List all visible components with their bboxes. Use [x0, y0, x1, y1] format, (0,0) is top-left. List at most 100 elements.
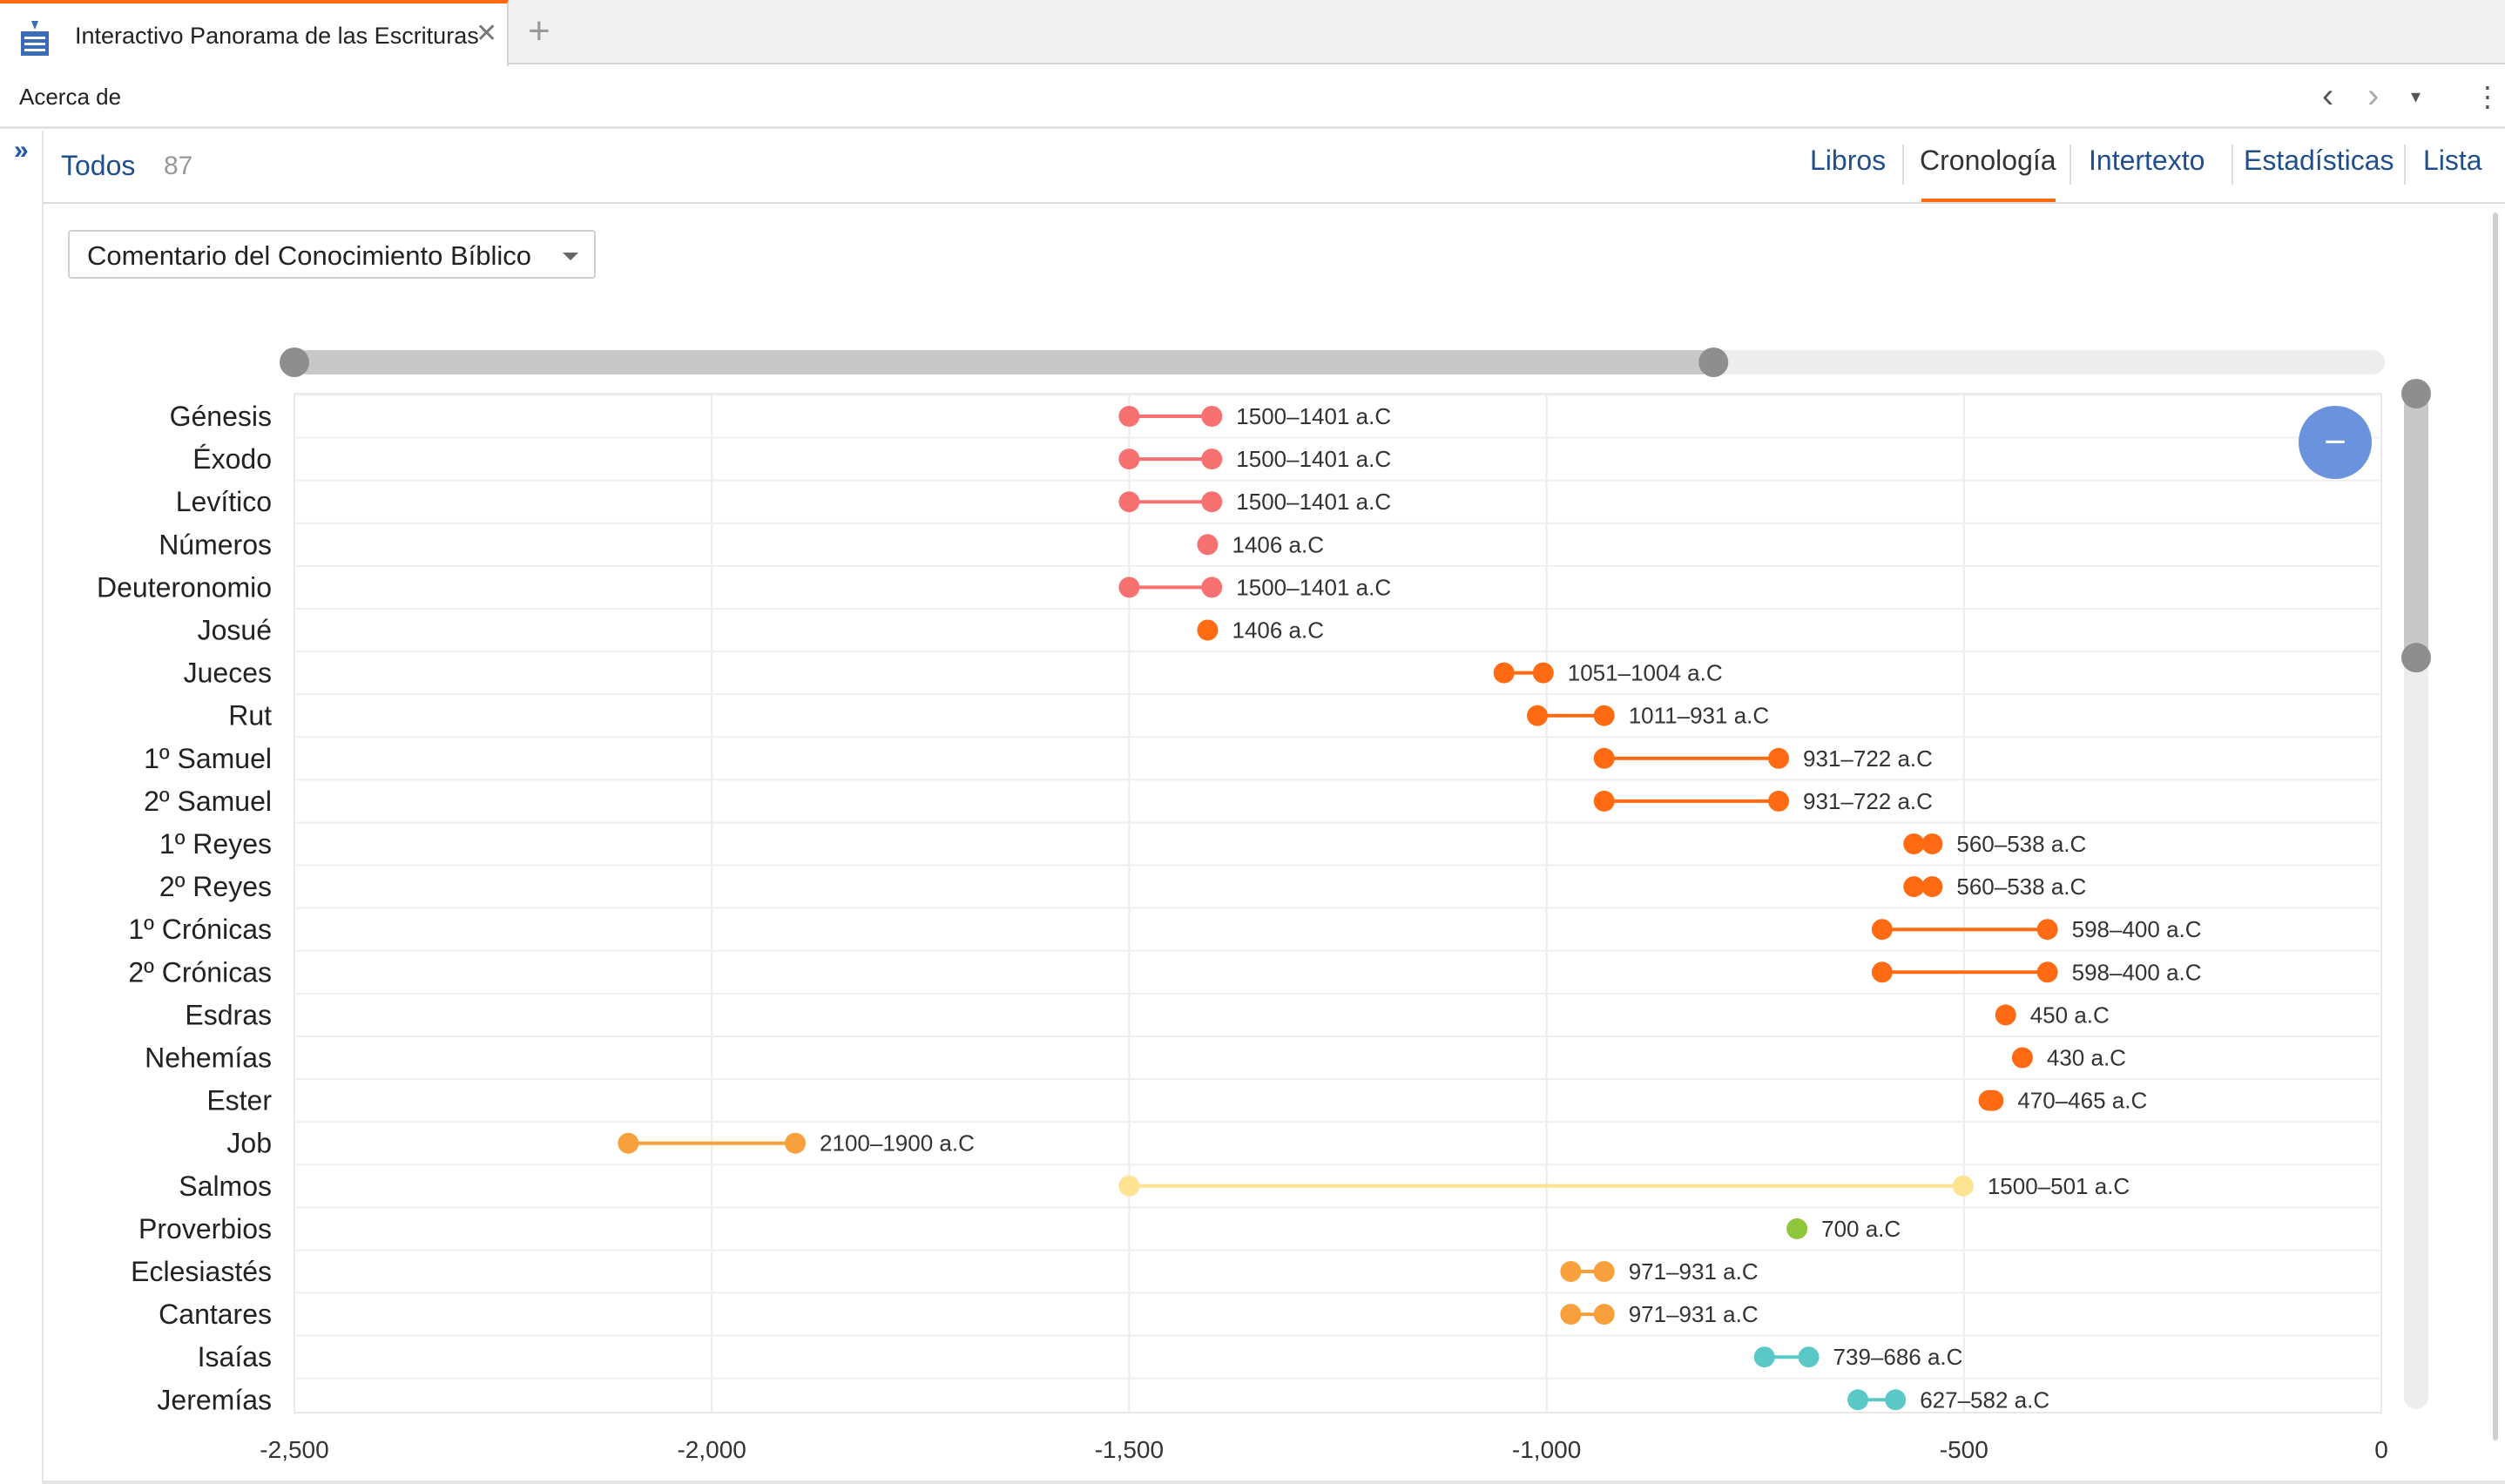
- vertical-scroll-selection[interactable]: [2404, 394, 2428, 658]
- history-dropdown-icon[interactable]: ▾: [2411, 85, 2421, 107]
- range-slider-selection[interactable]: [294, 350, 1714, 374]
- timeline-row[interactable]: Éxodo 1500–1401 a.C: [192, 443, 1391, 475]
- timeline-row[interactable]: Levítico 1500–1401 a.C: [176, 486, 1391, 517]
- range-end-point[interactable]: [785, 1132, 807, 1154]
- bottom-border: [44, 1481, 2505, 1484]
- timeline-row[interactable]: 1º Samuel 931–722 a.C: [144, 743, 1933, 774]
- range-start-point[interactable]: [1118, 1175, 1140, 1197]
- range-end-point[interactable]: [1921, 833, 1943, 854]
- date-point[interactable]: [1786, 1218, 1808, 1239]
- resource-select[interactable]: Comentario del Conocimiento Bíblico: [68, 230, 596, 279]
- chevron-left-icon[interactable]: ‹: [2322, 77, 2334, 115]
- range-start-point[interactable]: [1527, 705, 1549, 726]
- about-link[interactable]: Acerca de: [19, 84, 122, 110]
- page-scrollbar[interactable]: [2493, 212, 2498, 1440]
- range-end-point[interactable]: [1593, 705, 1615, 726]
- book-label: Números: [159, 529, 272, 560]
- range-end-point[interactable]: [1952, 1175, 1974, 1197]
- timeline-row[interactable]: Esdras 450 a.C: [185, 999, 2109, 1030]
- timeline-row[interactable]: 2º Crónicas 598–400 a.C: [128, 956, 2201, 988]
- tab-libros[interactable]: Libros: [1810, 145, 1887, 176]
- close-tab-icon[interactable]: ✕: [476, 19, 498, 48]
- range-start-point[interactable]: [1871, 919, 1893, 941]
- new-tab-icon[interactable]: +: [528, 10, 550, 52]
- x-tick-label: -2,000: [677, 1436, 746, 1463]
- range-end-point[interactable]: [2036, 961, 2058, 983]
- range-end-point[interactable]: [1982, 1089, 2004, 1111]
- timeline-row[interactable]: Proverbios 700 a.C: [138, 1213, 1901, 1245]
- timeline-row[interactable]: Job 2100–1900 a.C: [226, 1128, 974, 1159]
- range-start-point[interactable]: [1560, 1261, 1582, 1282]
- range-end-point[interactable]: [1885, 1389, 1907, 1411]
- timeline-row[interactable]: Isaías 739–686 a.C: [198, 1341, 1963, 1373]
- chevron-right-icon[interactable]: ›: [2367, 77, 2380, 115]
- tab-lista[interactable]: Lista: [2423, 145, 2482, 176]
- timeline-row[interactable]: Jueces 1051–1004 a.C: [184, 658, 1723, 689]
- timeline-row[interactable]: Deuteronomio 1500–1401 a.C: [97, 571, 1391, 603]
- range-start-point[interactable]: [1903, 876, 1925, 898]
- range-end-point[interactable]: [1768, 747, 1790, 769]
- range-start-point[interactable]: [1753, 1346, 1775, 1368]
- range-start-point[interactable]: [618, 1132, 639, 1154]
- filter-count: 87: [164, 152, 193, 180]
- range-start-point[interactable]: [1118, 577, 1140, 598]
- date-label: 1500–1401 a.C: [1236, 403, 1391, 429]
- range-start-point[interactable]: [1593, 747, 1615, 769]
- range-end-point[interactable]: [1768, 790, 1790, 812]
- range-start-point[interactable]: [1593, 790, 1615, 812]
- range-start-point[interactable]: [1118, 406, 1140, 427]
- range-end-point[interactable]: [1201, 406, 1223, 427]
- range-start-point[interactable]: [1118, 491, 1140, 513]
- timeline-row[interactable]: Números 1406 a.C: [159, 529, 1324, 560]
- range-slider-end-handle[interactable]: [1698, 347, 1729, 377]
- range-start-point[interactable]: [1560, 1304, 1582, 1325]
- book-label: 1º Crónicas: [128, 914, 272, 945]
- date-point[interactable]: [2011, 1047, 2033, 1069]
- date-point[interactable]: [1197, 534, 1219, 556]
- timeline-row[interactable]: Salmos 1500–501 a.C: [179, 1170, 2130, 1202]
- timeline-row[interactable]: Jeremías 627–582 a.C: [157, 1384, 2049, 1415]
- date-point[interactable]: [1995, 1004, 2016, 1026]
- date-label: 560–538 a.C: [1956, 874, 2086, 900]
- vertical-range-scroll[interactable]: [2401, 379, 2431, 1409]
- timeline-row[interactable]: Josué 1406 a.C: [198, 615, 1324, 646]
- date-point[interactable]: [1197, 619, 1219, 641]
- range-slider[interactable]: [280, 347, 2385, 377]
- more-options-icon[interactable]: ⋮: [2474, 81, 2502, 112]
- zoom-out-button[interactable]: −: [2299, 406, 2372, 479]
- timeline-row[interactable]: Eclesiastés 971–931 a.C: [131, 1256, 1758, 1287]
- timeline-row[interactable]: Nehemías 430 a.C: [145, 1042, 2126, 1074]
- range-start-point[interactable]: [1493, 662, 1515, 684]
- vertical-scroll-top-handle[interactable]: [2401, 379, 2431, 408]
- range-end-point[interactable]: [1201, 449, 1223, 470]
- range-end-point[interactable]: [1593, 1261, 1615, 1282]
- timeline-row[interactable]: 2º Reyes 560–538 a.C: [159, 871, 2086, 902]
- tab-estadisticas[interactable]: Estadísticas: [2244, 145, 2394, 176]
- timeline-row[interactable]: 2º Samuel 931–722 a.C: [144, 786, 1933, 817]
- tab-intertexto[interactable]: Intertexto: [2089, 145, 2205, 176]
- zoom-out-button-circle[interactable]: [2299, 406, 2372, 479]
- filter-all-link[interactable]: Todos: [61, 150, 136, 181]
- range-end-point[interactable]: [1201, 577, 1223, 598]
- range-end-point[interactable]: [1532, 662, 1554, 684]
- range-start-point[interactable]: [1903, 833, 1925, 854]
- range-end-point[interactable]: [1593, 1304, 1615, 1325]
- tab-cronologia[interactable]: Cronología: [1920, 145, 2056, 176]
- range-end-point[interactable]: [1921, 876, 1943, 898]
- timeline-row[interactable]: Cantares 971–931 a.C: [159, 1298, 1758, 1330]
- timeline-row[interactable]: 1º Reyes 560–538 a.C: [159, 828, 2086, 860]
- expand-sidebar-icon[interactable]: »: [14, 136, 29, 165]
- range-end-point[interactable]: [2036, 919, 2058, 941]
- range-start-point[interactable]: [1847, 1389, 1869, 1411]
- timeline-row[interactable]: Ester 470–465 a.C: [206, 1085, 2147, 1116]
- timeline-row[interactable]: Génesis 1500–1401 a.C: [170, 401, 1392, 432]
- range-slider-start-handle[interactable]: [280, 347, 309, 377]
- document-tab[interactable]: Interactivo Panorama de las Escrituras ✕: [0, 0, 509, 66]
- range-end-point[interactable]: [1798, 1346, 1820, 1368]
- range-start-point[interactable]: [1118, 449, 1140, 470]
- range-start-point[interactable]: [1871, 961, 1893, 983]
- vertical-scroll-bottom-handle[interactable]: [2401, 643, 2431, 673]
- timeline-row[interactable]: Rut 1011–931 a.C: [228, 700, 1769, 732]
- timeline-row[interactable]: 1º Crónicas 598–400 a.C: [128, 914, 2201, 945]
- range-end-point[interactable]: [1201, 491, 1223, 513]
